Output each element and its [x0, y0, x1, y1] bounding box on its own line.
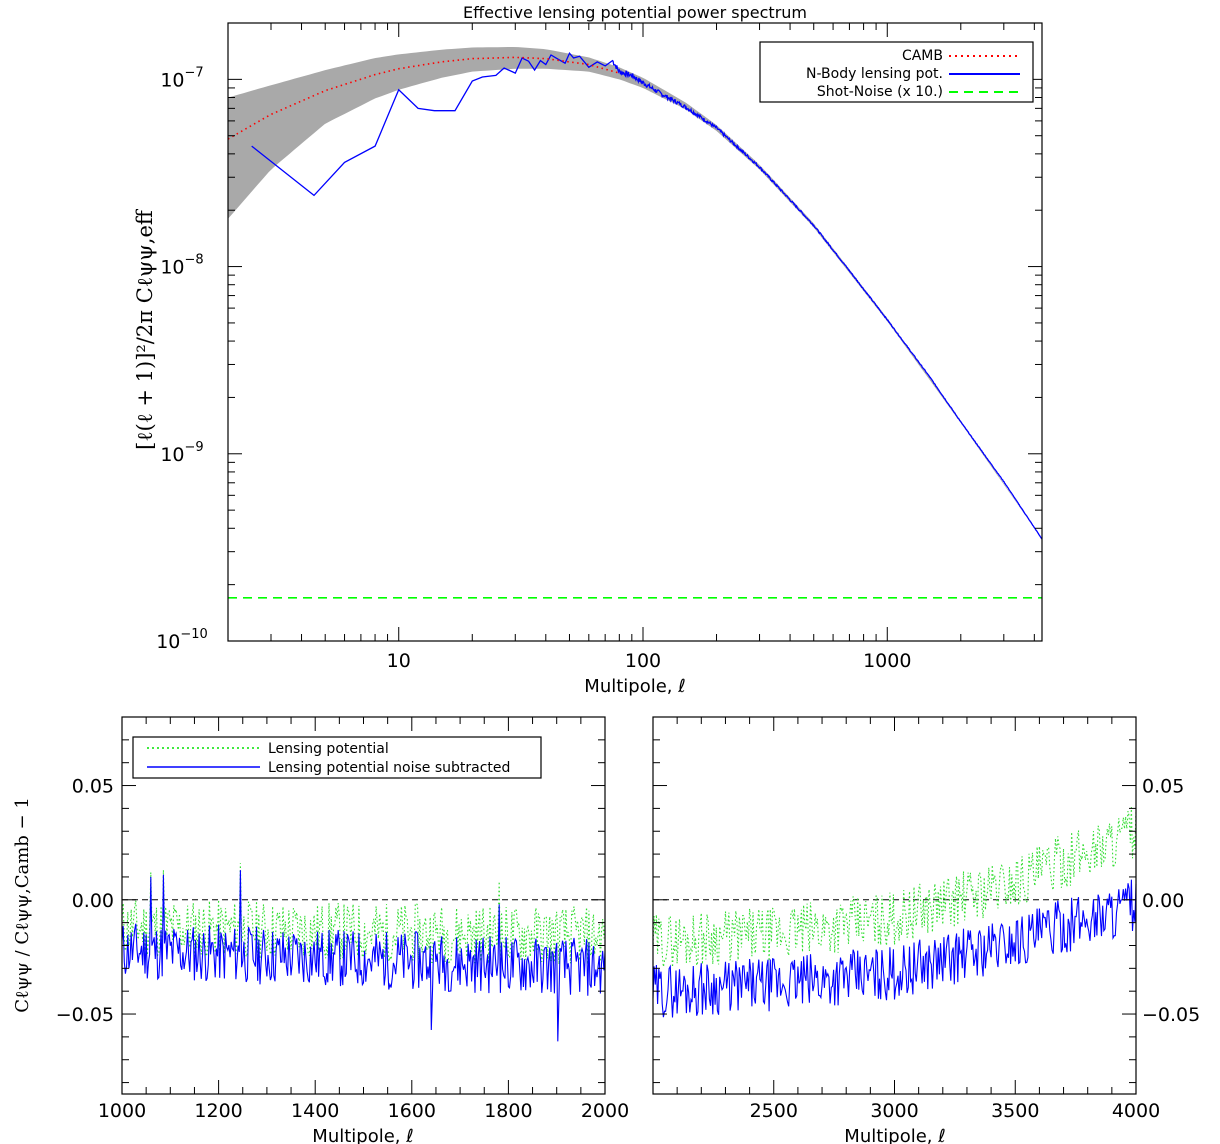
main-axis-ticks: 10 100 1000 10−10 10−9 10−8 10−7 [156, 22, 1042, 672]
residual-y-axis-label: Cℓψψ / Cℓψψ,Camb − 1 [12, 797, 33, 1013]
residual-low-panel: 1000 1200 1400 1600 1800 2000 0.05 0.00 −0.05 Mu… [12, 716, 629, 1144]
legend-label-lensing-noise-sub: Lensing potential noise subtracted [268, 760, 510, 776]
residual-high-x-axis-label: Multipole, ℓ [844, 1126, 945, 1144]
residual-low-x-axis-label: Multipole, ℓ [312, 1126, 413, 1144]
y-tick-exponent: −10 [180, 627, 207, 642]
y-tick-label: 0.00 [1142, 890, 1184, 912]
residual-low-axis-ticks: 1000 1200 1400 1600 1800 2000 0.05 0.00 −0.05 [56, 716, 629, 1122]
series-lensing-potential [121, 863, 606, 965]
y-tick-label: 0.05 [1142, 776, 1184, 798]
x-tick-label: 1000 [863, 650, 911, 672]
x-tick-label: 100 [625, 650, 661, 672]
x-tick-label: 2000 [581, 1100, 629, 1122]
cosmic-variance-band [228, 47, 1042, 540]
y-tick-label: 0.05 [72, 776, 114, 798]
main-legend: CAMB N-Body lensing pot. Shot-Noise (x 1… [759, 41, 1034, 103]
main-x-axis-label: Multipole, ℓ [584, 676, 685, 697]
residual-legend-box [132, 736, 542, 779]
series-nbody [251, 51, 1043, 540]
series-lensing-noise-subtracted [652, 879, 1137, 1018]
y-tick-label: −0.05 [56, 1004, 114, 1026]
chart-title: Effective lensing potential power spectr… [463, 3, 807, 22]
series-lensing-noise-subtracted [121, 870, 606, 1042]
y-tick-exponent: −7 [185, 65, 204, 80]
x-tick-label: 10 [387, 650, 411, 672]
series-lensing-potential [652, 806, 1137, 968]
main-plot-frame [227, 22, 1043, 642]
x-tick-label: 3000 [870, 1100, 918, 1122]
x-tick-label: 2500 [750, 1100, 798, 1122]
legend-label-lensing: Lensing potential [268, 741, 389, 757]
main-chart-panel: Effective lensing potential power spectr… [133, 3, 1043, 697]
main-series-layer [227, 51, 1043, 599]
residual-legend: Lensing potential Lensing potential nois… [132, 736, 542, 779]
y-tick-label: 10−10 [156, 627, 208, 653]
y-tick-label: 0.00 [72, 890, 114, 912]
x-tick-label: 1800 [484, 1100, 532, 1122]
residual-high-plot-frame [652, 716, 1137, 1095]
y-tick-exponent: −9 [185, 440, 204, 455]
residual-low-series-layer [121, 863, 606, 1042]
legend-label-nbody: N-Body lensing pot. [806, 66, 943, 82]
residual-high-series-layer [652, 806, 1137, 1018]
x-tick-label: 1600 [388, 1100, 436, 1122]
y-tick-label: 10−8 [160, 253, 203, 279]
x-tick-label: 4000 [1112, 1100, 1160, 1122]
legend-label-camb: CAMB [902, 48, 943, 64]
x-tick-label: 3500 [991, 1100, 1039, 1122]
series-camb [227, 56, 620, 140]
x-tick-label: 1000 [98, 1100, 146, 1122]
y-tick-label: 10−7 [160, 65, 203, 91]
legend-label-noise: Shot-Noise (x 10.) [817, 84, 943, 100]
residual-high-panel: 2500 3000 3500 4000 0.05 0.00 −0.05 Multipole,… [652, 716, 1200, 1144]
residual-high-axis-ticks: 2500 3000 3500 4000 0.05 0.00 −0.05 [652, 716, 1200, 1122]
x-tick-label: 1400 [291, 1100, 339, 1122]
y-tick-label: 10−9 [160, 440, 203, 466]
band-area [228, 47, 1042, 540]
x-tick-label: 1200 [194, 1100, 242, 1122]
y-tick-exponent: −8 [185, 253, 204, 268]
y-tick-label: −0.05 [1142, 1004, 1200, 1026]
main-y-axis-label: [ℓ(ℓ + 1)]²/2π Cℓψψ,eff [133, 208, 157, 450]
